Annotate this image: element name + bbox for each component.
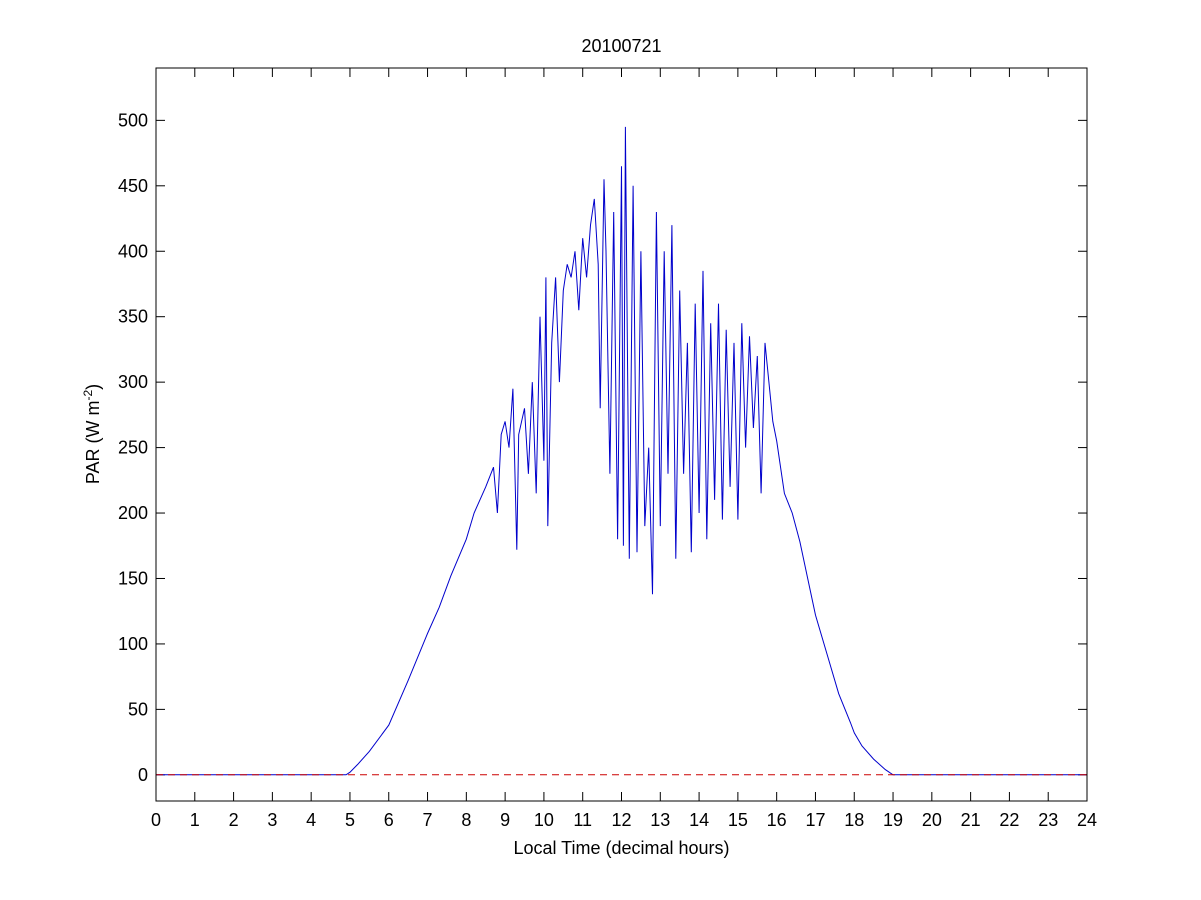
plot-frame <box>155 67 1088 802</box>
y-tick-label: 50 <box>128 699 148 719</box>
y-tick-label: 300 <box>118 372 148 392</box>
y-tick-label: 400 <box>118 241 148 261</box>
y-tick-label: 200 <box>118 503 148 523</box>
x-tick-label: 7 <box>423 810 433 830</box>
axis-tick-labels: 0 1 2 3 4 5 6 7 8 9 10 11 12 13 14 15 16 17 18 19 20 21 22 23 24… <box>118 110 1097 830</box>
x-tick-label: 18 <box>844 810 864 830</box>
y-axis-label-exponent: -2 <box>81 390 95 401</box>
y-tick-label: 250 <box>118 438 148 458</box>
y-tick-label: 500 <box>118 110 148 130</box>
y-axis-label-main: PAR (W m <box>83 401 103 485</box>
x-tick-label: 9 <box>500 810 510 830</box>
x-tick-label: 17 <box>805 810 825 830</box>
x-tick-label: 10 <box>534 810 554 830</box>
svg-text:PAR (W m-2): PAR (W m-2) <box>81 384 103 484</box>
x-tick-label: 12 <box>611 810 631 830</box>
x-tick-label: 3 <box>267 810 277 830</box>
x-tick-label: 21 <box>961 810 981 830</box>
y-tick-label: 0 <box>138 765 148 785</box>
x-tick-label: 0 <box>151 810 161 830</box>
x-tick-label: 13 <box>650 810 670 830</box>
y-tick-label: 150 <box>118 568 148 588</box>
x-tick-label: 8 <box>461 810 471 830</box>
series-layer <box>156 126 1087 776</box>
x-tick-label: 16 <box>767 810 787 830</box>
x-tick-label: 20 <box>922 810 942 830</box>
x-tick-label: 24 <box>1077 810 1097 830</box>
y-tick-label: 350 <box>118 307 148 327</box>
x-tick-label: 22 <box>999 810 1019 830</box>
y-tick-label: 450 <box>118 176 148 196</box>
x-tick-label: 19 <box>883 810 903 830</box>
x-tick-label: 6 <box>384 810 394 830</box>
x-tick-label: 1 <box>190 810 200 830</box>
x-tick-label: 23 <box>1038 810 1058 830</box>
x-tick-label: 4 <box>306 810 316 830</box>
y-tick-label: 100 <box>118 634 148 654</box>
par-series-line <box>156 126 1087 776</box>
x-tick-label: 14 <box>689 810 709 830</box>
x-axis-label: Local Time (decimal hours) <box>513 838 729 858</box>
x-tick-label: 11 <box>573 810 592 830</box>
chart-title: 20100721 <box>581 36 661 56</box>
x-tick-label: 5 <box>345 810 355 830</box>
x-tick-label: 15 <box>728 810 748 830</box>
x-tick-label: 2 <box>229 810 239 830</box>
y-axis-label-close: ) <box>83 384 103 390</box>
y-axis-label: PAR (W m-2) <box>81 384 103 484</box>
